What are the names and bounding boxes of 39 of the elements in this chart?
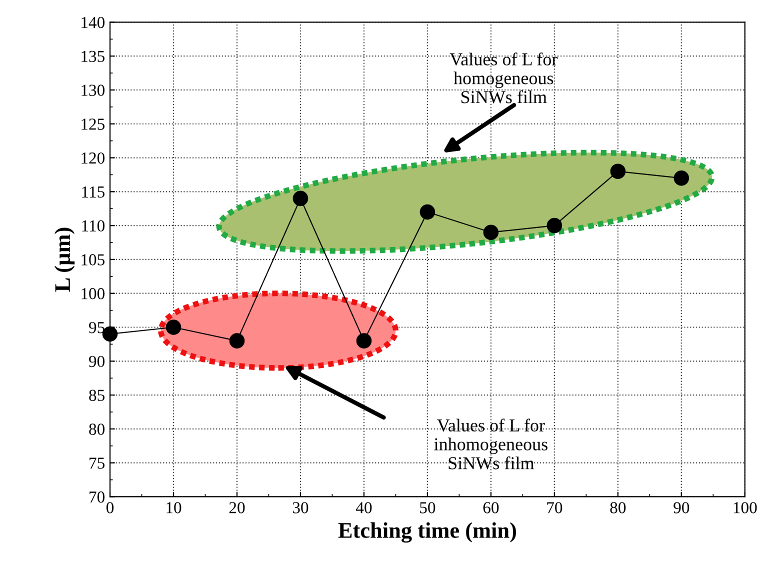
y-tick-label: 120: [82, 152, 105, 164]
point: [420, 204, 436, 220]
y-tick-label: 90: [89, 356, 105, 368]
y-axis-title: L (µm): [54, 228, 75, 292]
x-axis-title: Etching time (min): [338, 522, 516, 543]
y-tick-label: 85: [89, 390, 105, 401]
x-tick-label: 100: [734, 502, 757, 514]
y-tick-label: 110: [82, 220, 105, 232]
point: [483, 224, 499, 240]
y-tick-label: 95: [89, 322, 105, 334]
x-tick-label: 80: [610, 502, 626, 514]
x-tick-label: 20: [229, 502, 245, 514]
point: [166, 320, 182, 335]
x-tick-label: 10: [166, 502, 182, 514]
y-tick-label: 140: [82, 16, 105, 28]
point: [610, 164, 626, 179]
annotation: Values of L for inhomogeneous SiNWs film: [434, 418, 548, 470]
y-tick-label: 100: [82, 288, 105, 300]
point: [356, 333, 372, 348]
x-tick-label: 90: [674, 502, 690, 514]
point: [546, 218, 562, 234]
y-tick-label: 115: [82, 186, 105, 198]
x-tick-label: 60: [483, 502, 499, 514]
x-tick-label: 30: [292, 502, 308, 514]
point: [229, 333, 245, 348]
x-tick-label: 50: [420, 502, 436, 514]
annotation: Values of L for homogeneous SiNWs film: [450, 52, 558, 104]
x-tick-label: 70: [547, 502, 562, 514]
y-tick-label: 70: [90, 491, 105, 503]
x-tick-label: 0: [106, 502, 114, 514]
point: [292, 190, 308, 206]
y-tick-label: 130: [82, 84, 105, 96]
y-tick-label: 80: [89, 424, 105, 435]
y-tick-label: 105: [82, 254, 105, 266]
y-tick-label: 75: [90, 458, 105, 469]
y-tick-label: 125: [82, 118, 105, 130]
point: [674, 170, 690, 186]
x-tick-label: 40: [356, 502, 372, 514]
y-tick-label: 135: [82, 50, 105, 62]
